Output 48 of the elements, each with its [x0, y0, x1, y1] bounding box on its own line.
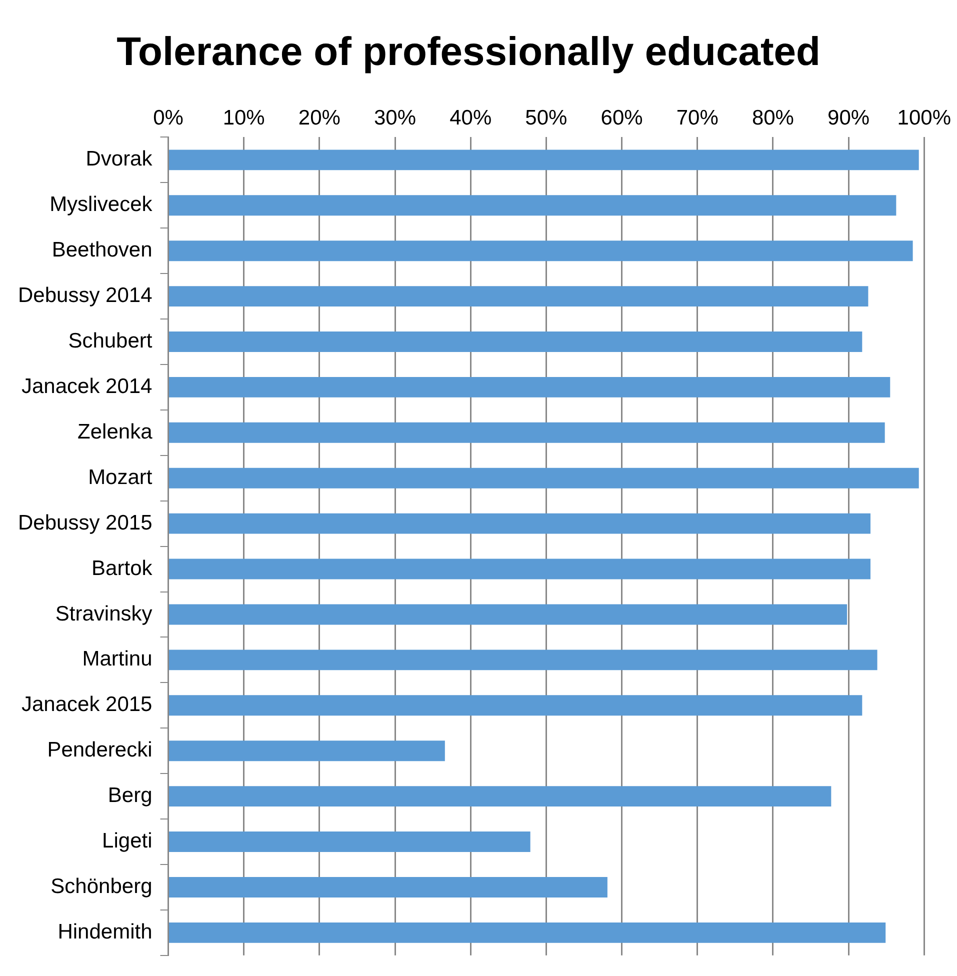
y-tick-label: Debussy 2015 [18, 511, 152, 534]
y-tick-label: Stravinsky [55, 602, 153, 626]
x-tick-label: 50% [525, 106, 568, 130]
x-tick-label: 70% [676, 106, 718, 130]
y-tick-label: Penderecki [47, 738, 152, 762]
y-tick-label: Martinu [82, 648, 152, 671]
x-tick-label: 40% [450, 106, 492, 130]
bar [169, 468, 919, 488]
bar [169, 786, 832, 807]
bar [169, 558, 870, 580]
y-tick-label: Janacek 2015 [21, 693, 152, 716]
bar [169, 513, 870, 534]
x-tick-label: 60% [600, 106, 643, 130]
x-tick-label: 30% [374, 106, 416, 130]
bar [169, 286, 868, 307]
y-tick-label: Dvorak [86, 148, 153, 171]
y-tick-label: Bartok [92, 556, 153, 580]
bar [169, 422, 885, 443]
y-tick-label: Mozart [88, 466, 152, 489]
y-tick-label: Debussy 2014 [18, 284, 153, 308]
bar [169, 876, 608, 898]
chart-title: Tolerance of professionally educated [116, 30, 820, 74]
x-tick-label: 10% [222, 106, 265, 130]
bar [169, 650, 878, 670]
x-tick-label: 80% [752, 106, 794, 130]
bar [169, 832, 530, 852]
y-tick-label: Schönberg [50, 875, 152, 898]
y-tick-label: Hindemith [58, 920, 152, 944]
bar [169, 604, 848, 625]
bar [169, 240, 913, 262]
bar [169, 695, 862, 716]
x-tick-label: 90% [828, 106, 870, 130]
x-tick-label: 0% [153, 106, 184, 130]
y-tick-label: Berg [108, 784, 152, 808]
y-tick-label: Schubert [68, 330, 152, 353]
y-tick-label: Myslivecek [50, 193, 153, 216]
x-tick-label: 100% [897, 106, 952, 130]
bar [169, 195, 896, 216]
bar [169, 922, 886, 943]
y-tick-label: Beethoven [52, 238, 152, 262]
y-tick-label: Ligeti [102, 830, 152, 853]
x-tick-label: 20% [298, 106, 340, 130]
y-tick-label: Janacek 2014 [21, 375, 153, 398]
y-tick-label: Zelenka [78, 420, 153, 444]
bar [169, 740, 445, 762]
bar [169, 332, 862, 352]
bar [169, 150, 919, 170]
bar [169, 376, 890, 398]
